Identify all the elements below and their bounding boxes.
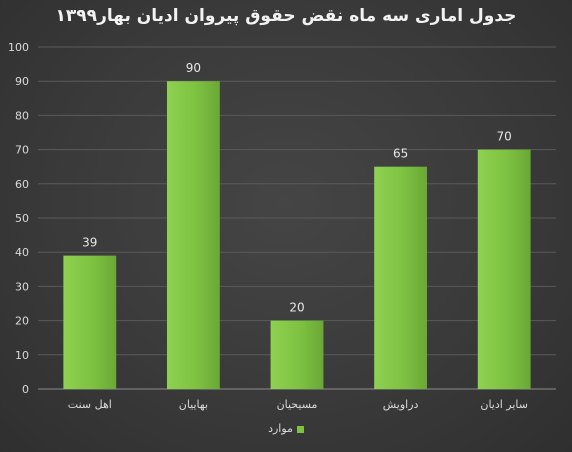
bar	[374, 166, 428, 389]
bar	[63, 255, 117, 389]
chart-title: جدول اماری سه ماه نقض حقوق پیروان ادیان …	[55, 6, 517, 26]
y-tick-label: 100	[8, 41, 29, 54]
y-tick-label: 70	[15, 144, 29, 157]
y-tick-label: 30	[15, 280, 29, 293]
data-label: 65	[393, 147, 408, 161]
data-label: 90	[186, 61, 201, 75]
y-tick-label: 0	[22, 383, 29, 396]
bar	[270, 320, 324, 389]
y-tick-label: 40	[15, 246, 29, 259]
x-tick-label: دراویش	[383, 398, 419, 411]
y-tick-label: 50	[15, 212, 29, 225]
legend-swatch	[296, 425, 304, 433]
x-tick-label: بهاییان	[179, 398, 208, 411]
x-tick-label: سایر ادیان	[480, 398, 528, 411]
data-label: 39	[82, 236, 97, 250]
y-tick-label: 20	[15, 315, 29, 328]
data-label: 70	[497, 130, 512, 144]
data-label: 20	[289, 301, 304, 315]
bar	[477, 149, 531, 389]
x-tick-label: اهل سنت	[68, 398, 112, 411]
chart-legend: موارد	[0, 422, 572, 435]
x-tick-label: مسیحیان	[277, 398, 318, 411]
y-tick-label: 10	[15, 349, 29, 362]
y-tick-label: 90	[15, 75, 29, 88]
y-tick-label: 80	[15, 109, 29, 122]
y-tick-label: 60	[15, 178, 29, 191]
legend-label: موارد	[268, 422, 293, 435]
bar	[166, 81, 220, 389]
